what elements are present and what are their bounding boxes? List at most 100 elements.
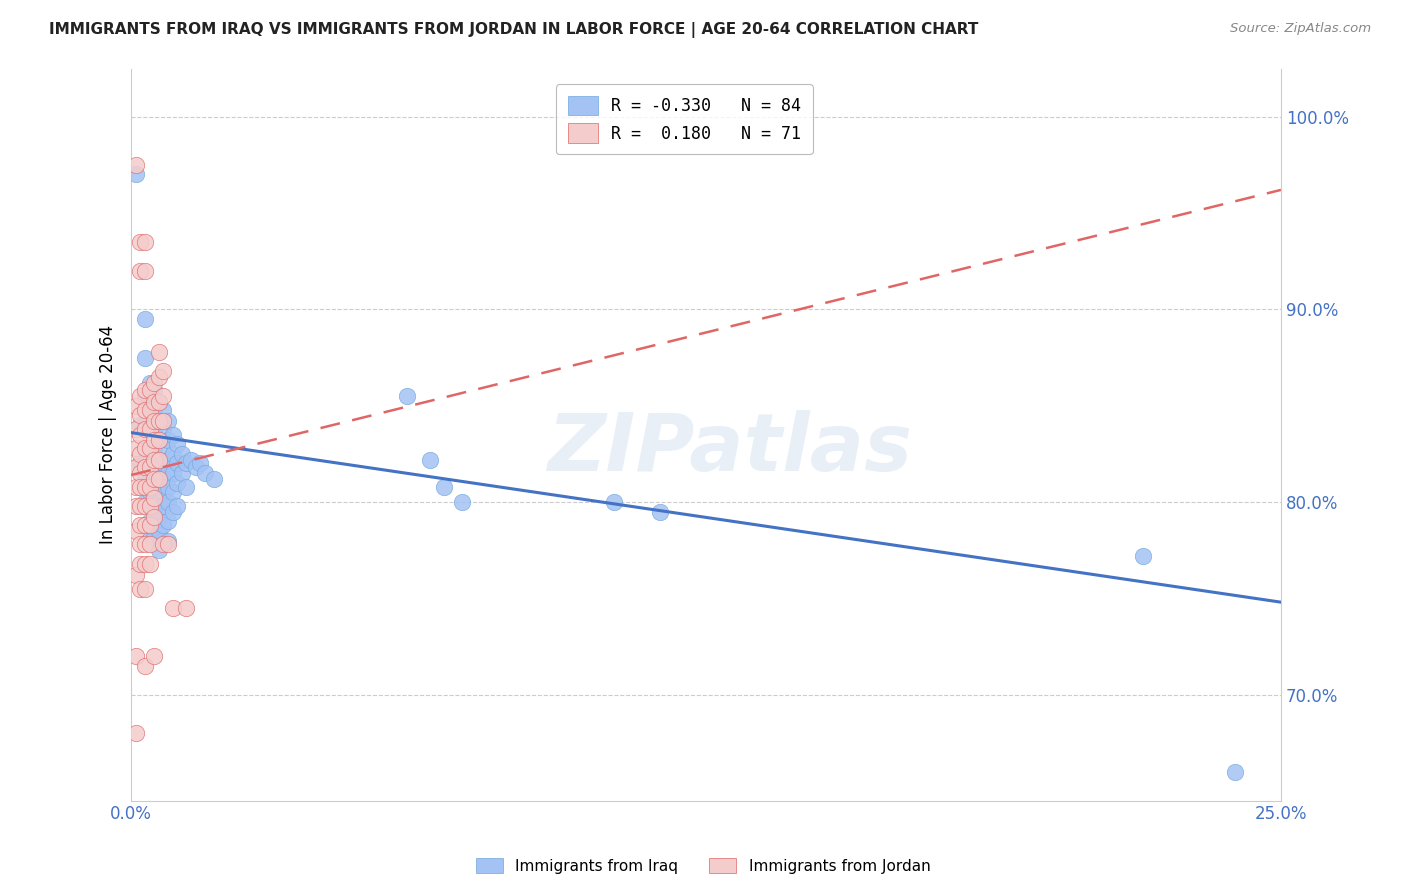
Point bbox=[419, 452, 441, 467]
Point bbox=[157, 452, 180, 467]
Point bbox=[129, 518, 152, 533]
Point bbox=[129, 427, 152, 442]
Point bbox=[188, 457, 211, 471]
Point bbox=[125, 726, 148, 740]
Point bbox=[148, 394, 170, 409]
Point bbox=[157, 514, 180, 528]
Point bbox=[166, 475, 188, 490]
Point bbox=[143, 434, 166, 448]
Point bbox=[134, 389, 156, 403]
Point bbox=[143, 376, 166, 390]
Point bbox=[125, 524, 148, 538]
Point bbox=[129, 409, 152, 423]
Point bbox=[152, 389, 174, 403]
Point bbox=[125, 168, 148, 182]
Point bbox=[157, 533, 180, 548]
Y-axis label: In Labor Force | Age 20-64: In Labor Force | Age 20-64 bbox=[100, 325, 117, 544]
Point bbox=[134, 537, 156, 551]
Point bbox=[396, 389, 419, 403]
Point bbox=[451, 495, 474, 509]
Point bbox=[152, 402, 174, 417]
Point bbox=[125, 499, 148, 513]
Point bbox=[143, 402, 166, 417]
Point bbox=[134, 472, 156, 486]
Point bbox=[138, 422, 160, 436]
Point bbox=[166, 457, 188, 471]
Point bbox=[143, 457, 166, 471]
Point bbox=[129, 457, 152, 471]
Point bbox=[162, 427, 184, 442]
Point bbox=[170, 447, 193, 461]
Point bbox=[143, 394, 166, 409]
Point bbox=[134, 402, 156, 417]
Point bbox=[138, 537, 160, 551]
Point bbox=[125, 399, 148, 413]
Point bbox=[162, 505, 184, 519]
Legend: Immigrants from Iraq, Immigrants from Jordan: Immigrants from Iraq, Immigrants from Jo… bbox=[470, 852, 936, 880]
Point bbox=[138, 460, 160, 475]
Text: ZIPatlas: ZIPatlas bbox=[547, 410, 911, 488]
Point bbox=[148, 344, 170, 359]
Point bbox=[138, 376, 160, 390]
Point bbox=[129, 480, 152, 494]
Point bbox=[138, 460, 160, 475]
Point bbox=[176, 601, 198, 615]
Text: IMMIGRANTS FROM IRAQ VS IMMIGRANTS FROM JORDAN IN LABOR FORCE | AGE 20-64 CORREL: IMMIGRANTS FROM IRAQ VS IMMIGRANTS FROM … bbox=[49, 22, 979, 38]
Point bbox=[603, 495, 626, 509]
Point bbox=[138, 402, 160, 417]
Point bbox=[152, 422, 174, 436]
Point bbox=[166, 499, 188, 513]
Point bbox=[129, 417, 152, 432]
Point bbox=[138, 384, 160, 398]
Point bbox=[152, 364, 174, 378]
Point bbox=[129, 582, 152, 596]
Point bbox=[166, 437, 188, 451]
Point bbox=[148, 434, 170, 448]
Point bbox=[129, 499, 152, 513]
Point bbox=[170, 466, 193, 480]
Text: Source: ZipAtlas.com: Source: ZipAtlas.com bbox=[1230, 22, 1371, 36]
Point bbox=[129, 235, 152, 249]
Point bbox=[134, 495, 156, 509]
Point bbox=[148, 452, 170, 467]
Point bbox=[143, 491, 166, 505]
Point bbox=[125, 649, 148, 664]
Point bbox=[143, 485, 166, 500]
Point bbox=[125, 480, 148, 494]
Point bbox=[157, 495, 180, 509]
Point bbox=[1132, 549, 1154, 563]
Point bbox=[148, 472, 170, 486]
Point bbox=[143, 414, 166, 428]
Point bbox=[1223, 764, 1246, 779]
Point bbox=[148, 434, 170, 448]
Point bbox=[138, 530, 160, 544]
Point bbox=[157, 480, 180, 494]
Point bbox=[134, 417, 156, 432]
Point bbox=[125, 441, 148, 455]
Point bbox=[134, 658, 156, 673]
Point bbox=[138, 399, 160, 413]
Point bbox=[134, 582, 156, 596]
Point bbox=[157, 434, 180, 448]
Point bbox=[162, 466, 184, 480]
Point bbox=[143, 472, 166, 486]
Point bbox=[152, 472, 174, 486]
Point bbox=[138, 518, 160, 533]
Point bbox=[134, 480, 156, 494]
Point bbox=[134, 235, 156, 249]
Point bbox=[134, 422, 156, 436]
Point bbox=[134, 384, 156, 398]
Point bbox=[129, 537, 152, 551]
Point bbox=[143, 422, 166, 436]
Point bbox=[180, 452, 202, 467]
Point bbox=[152, 499, 174, 513]
Point bbox=[134, 441, 156, 455]
Point bbox=[129, 389, 152, 403]
Point bbox=[138, 447, 160, 461]
Point bbox=[148, 414, 170, 428]
Point bbox=[162, 601, 184, 615]
Point bbox=[134, 460, 156, 475]
Point bbox=[125, 568, 148, 582]
Point bbox=[152, 537, 174, 551]
Point bbox=[129, 447, 152, 461]
